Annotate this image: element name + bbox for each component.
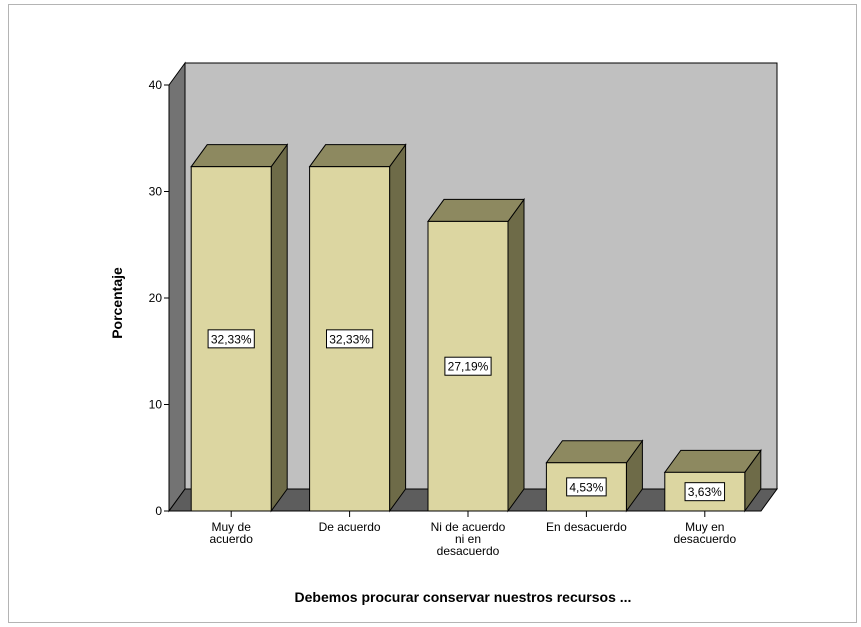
chart-frame: 0 10 20 30 40 32,33% 32,33% 27,19% 4,53% 3,63% M… <box>8 4 857 623</box>
x-tick-label: En desacuerdo <box>546 520 627 534</box>
bar-chart: 0 10 20 30 40 32,33% 32,33% 27,19% 4,53% 3,63% M… <box>109 61 778 605</box>
data-label: 27,19% <box>444 356 492 376</box>
bar <box>308 143 407 513</box>
y-axis: 0 10 20 30 40 <box>149 78 170 518</box>
bar <box>190 143 289 513</box>
data-labels: 32,33% 32,33% 27,19% 4,53% 3,63% <box>207 329 726 502</box>
data-label-text: 32,33% <box>211 332 252 346</box>
data-label-text: 4,53% <box>569 480 603 494</box>
data-label-text: 3,63% <box>688 485 722 499</box>
bar-top <box>190 144 289 168</box>
bar <box>427 197 525 513</box>
x-axis: Muy de acuerdo De acuerdo Ni de acuerdo ni e… <box>169 510 761 558</box>
side-wall <box>168 61 186 513</box>
y-tick-label: 40 <box>149 78 163 92</box>
data-label: 4,53% <box>566 477 607 497</box>
bar-top <box>427 198 525 222</box>
bar-top <box>308 144 407 168</box>
data-label-text: 32,33% <box>329 332 370 346</box>
y-tick-label: 20 <box>149 291 163 305</box>
bar <box>545 439 644 513</box>
data-label-box <box>207 329 255 349</box>
data-label-text: 27,19% <box>448 360 489 374</box>
x-tick-label: De acuerdo <box>319 520 381 534</box>
y-tick-label: 30 <box>149 185 163 199</box>
x-tick-label: Muy de acuerdo <box>210 520 254 546</box>
data-label-box <box>444 356 492 376</box>
bar-top <box>663 449 762 473</box>
x-tick-label: Muy en desacuerdo <box>673 520 736 546</box>
data-label-box <box>326 329 374 349</box>
x-tick-label: Ni de acuerdo ni en desacuerdo <box>431 520 506 558</box>
y-tick-label: 10 <box>149 398 163 412</box>
data-label: 32,33% <box>326 329 374 349</box>
data-label: 3,63% <box>684 482 726 502</box>
y-tick-label: 0 <box>155 504 162 518</box>
bar <box>663 448 762 513</box>
bar-side <box>389 143 407 513</box>
bar-side <box>507 197 525 513</box>
bar-top <box>545 440 644 464</box>
data-label-box <box>566 477 607 497</box>
data-label: 32,33% <box>207 329 255 349</box>
bar-side <box>270 143 288 513</box>
y-axis-title: Porcentaje <box>109 267 125 339</box>
data-label-box <box>684 482 726 502</box>
x-axis-title: Debemos procurar conservar nuestros recu… <box>295 589 632 605</box>
